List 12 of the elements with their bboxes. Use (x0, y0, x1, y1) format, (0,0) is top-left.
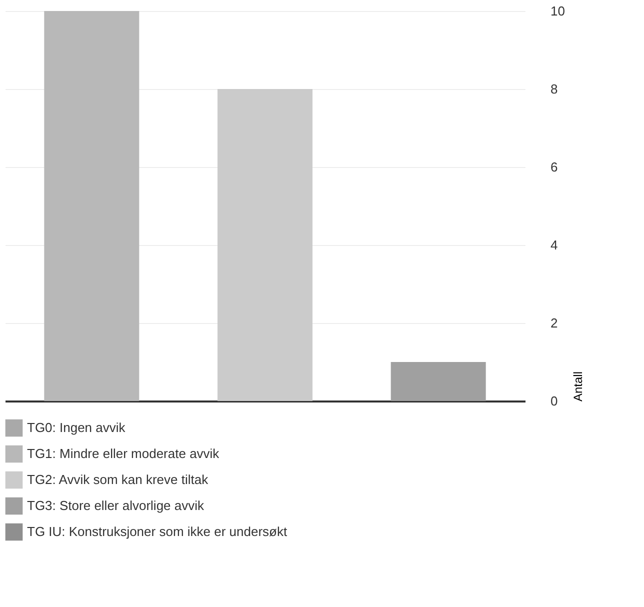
legend-label: TG1: Mindre eller moderate avvik (27, 446, 220, 461)
y-tick-label: 8 (550, 82, 558, 96)
legend-label: TG IU: Konstruksjoner som ikke er undersøkt (27, 524, 288, 539)
legend-label: TG2: Avvik som kan kreve tiltak (27, 472, 209, 487)
y-tick-label: 4 (550, 238, 558, 252)
legend-label: TG0: Ingen avvik (27, 420, 126, 435)
y-tick-label: 2 (550, 316, 558, 330)
y-tick-label: 0 (550, 394, 558, 408)
y-tick-label: 10 (550, 4, 565, 18)
y-axis-title: Antall (570, 371, 585, 402)
legend-label: TG3: Store eller alvorlige avvik (27, 498, 205, 513)
y-tick-label: 6 (550, 160, 558, 174)
